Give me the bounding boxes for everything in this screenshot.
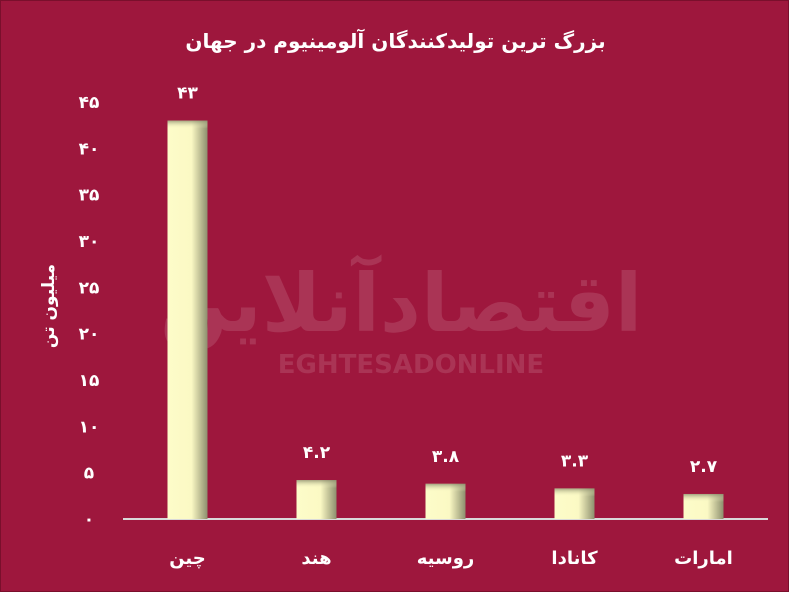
chart-title: بزرگ ترین تولیدکنندگان آلومینیوم در جهان bbox=[185, 29, 606, 53]
data-label: ۴۳ bbox=[177, 84, 198, 104]
bar-top-shade bbox=[554, 488, 595, 497]
x-tick-label: چین bbox=[169, 548, 206, 569]
watermark: اقتصادآنلاین EGHTESADONLINE bbox=[160, 254, 643, 380]
y-tick-label: ۱۵ bbox=[79, 371, 100, 391]
data-label: ۳.۳ bbox=[561, 451, 589, 471]
bar-top-shade bbox=[167, 120, 208, 129]
bar-top-shade bbox=[425, 483, 466, 492]
y-tick-label: ۲۰ bbox=[79, 325, 100, 345]
y-tick-label: ۳۰ bbox=[79, 232, 100, 252]
bar bbox=[167, 120, 208, 520]
svg-text:EGHTESADONLINE: EGHTESADONLINE bbox=[278, 350, 544, 380]
y-tick-label: ۰ bbox=[84, 510, 94, 530]
y-tick-label: ۴۵ bbox=[79, 93, 100, 113]
data-label: ۲.۷ bbox=[690, 457, 718, 477]
x-tick-label: هند bbox=[301, 548, 331, 569]
y-tick-label: ۱۰ bbox=[79, 417, 100, 437]
y-tick-label: ۴۰ bbox=[79, 139, 100, 159]
bar-top-shade bbox=[683, 493, 724, 502]
y-tick-label: ۳۵ bbox=[79, 186, 100, 206]
data-label: ۳.۸ bbox=[432, 447, 460, 467]
data-label: ۴.۲ bbox=[303, 443, 331, 463]
x-tick-label: کانادا bbox=[551, 548, 598, 569]
y-tick-label: ۵ bbox=[84, 464, 94, 484]
svg-text:اقتصادآنلاین: اقتصادآنلاین bbox=[160, 254, 643, 351]
y-tick-label: ۲۵ bbox=[79, 278, 100, 298]
x-tick-label: امارات bbox=[674, 548, 733, 569]
x-tick-label: روسیه bbox=[417, 548, 475, 569]
bar-top-shade bbox=[296, 480, 337, 489]
